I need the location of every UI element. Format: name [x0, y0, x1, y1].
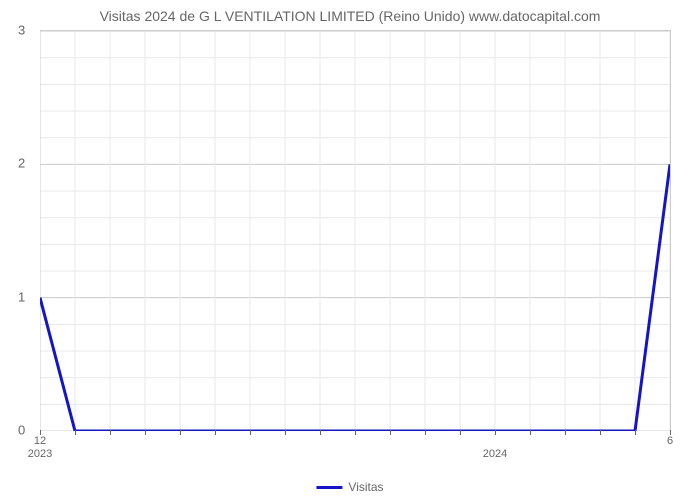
y-tick-label: 2: [18, 156, 25, 171]
x-tick-mark: [75, 430, 76, 435]
x-tick-mark: [565, 430, 566, 435]
x-tick-mark: [600, 430, 601, 435]
legend: Visitas: [316, 480, 383, 494]
x-tick-mark: [250, 430, 251, 435]
legend-line: [316, 486, 342, 489]
x-tick-mark: [425, 430, 426, 435]
x-tick-mark: [320, 430, 321, 435]
x-tick-mark: [530, 430, 531, 435]
x-year-label: 2024: [483, 448, 507, 460]
plot-area: [40, 30, 671, 431]
x-tick-mark: [635, 430, 636, 435]
x-tick-mark: [285, 430, 286, 435]
plot-svg: [40, 31, 670, 431]
x-tick-label: 6: [667, 435, 673, 447]
x-tick-mark: [390, 430, 391, 435]
x-tick-mark: [110, 430, 111, 435]
chart-container: Visitas 2024 de G L VENTILATION LIMITED …: [0, 0, 700, 500]
y-tick-label: 1: [18, 289, 25, 304]
x-tick-mark: [145, 430, 146, 435]
x-tick-mark: [180, 430, 181, 435]
y-tick-label: 0: [18, 423, 25, 438]
legend-label: Visitas: [348, 480, 383, 494]
x-tick-mark: [495, 430, 496, 435]
y-tick-label: 3: [18, 23, 25, 38]
x-year-label: 2023: [28, 448, 52, 460]
x-tick-mark: [355, 430, 356, 435]
x-tick-mark: [215, 430, 216, 435]
x-tick-label: 12: [34, 435, 46, 447]
chart-title: Visitas 2024 de G L VENTILATION LIMITED …: [0, 0, 700, 24]
x-tick-mark: [460, 430, 461, 435]
